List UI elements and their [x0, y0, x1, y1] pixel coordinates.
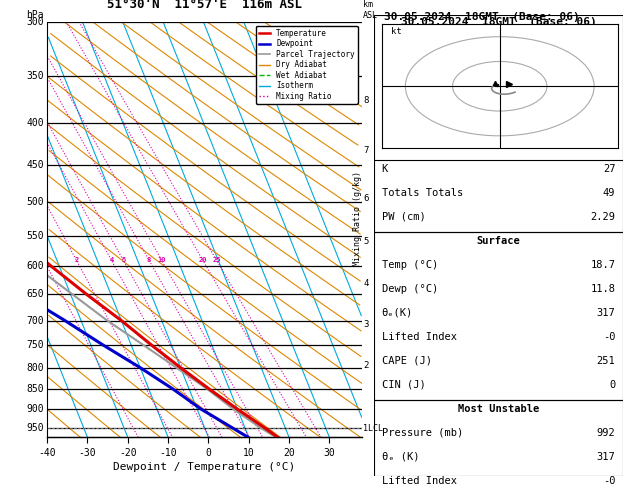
Text: -0: -0 [603, 476, 615, 486]
Text: 25: 25 [213, 257, 221, 263]
Text: 20: 20 [199, 257, 207, 263]
Text: 900: 900 [26, 404, 44, 414]
Text: 30.05.2024  18GMT  (Base: 06): 30.05.2024 18GMT (Base: 06) [401, 17, 596, 27]
Text: 2: 2 [74, 257, 79, 263]
Text: 10: 10 [157, 257, 166, 263]
Text: Lifted Index: Lifted Index [382, 332, 457, 342]
Text: 0: 0 [609, 380, 615, 390]
Text: 317: 317 [596, 308, 615, 318]
Text: km
ASL: km ASL [363, 0, 378, 20]
Text: 49: 49 [603, 188, 615, 198]
Text: Totals Totals: Totals Totals [382, 188, 463, 198]
Text: 700: 700 [26, 315, 44, 326]
Text: 600: 600 [26, 261, 44, 271]
Text: kt: kt [391, 27, 402, 36]
Text: 2.29: 2.29 [590, 212, 615, 222]
Text: 750: 750 [26, 340, 44, 350]
Text: Lifted Index: Lifted Index [382, 476, 457, 486]
Text: CAPE (J): CAPE (J) [382, 356, 431, 366]
Text: 8: 8 [363, 96, 369, 105]
Text: 1LCL: 1LCL [363, 424, 383, 433]
Text: 500: 500 [26, 197, 44, 207]
Text: Mixing Ratio (g/kg): Mixing Ratio (g/kg) [353, 171, 362, 266]
X-axis label: Dewpoint / Temperature (°C): Dewpoint / Temperature (°C) [113, 462, 296, 472]
Text: 2: 2 [363, 361, 369, 370]
Text: 8: 8 [147, 257, 151, 263]
Text: 3: 3 [363, 320, 369, 329]
Text: Surface: Surface [477, 236, 520, 246]
Text: 650: 650 [26, 290, 44, 299]
Text: 800: 800 [26, 363, 44, 373]
Text: θₑ (K): θₑ (K) [382, 452, 419, 462]
Text: 850: 850 [26, 384, 44, 394]
Text: 550: 550 [26, 230, 44, 241]
Text: 5: 5 [121, 257, 125, 263]
Text: 4: 4 [363, 279, 369, 288]
Text: 992: 992 [596, 428, 615, 438]
Text: 27: 27 [603, 164, 615, 174]
Text: 950: 950 [26, 423, 44, 433]
Text: 6: 6 [363, 194, 369, 203]
Text: -0: -0 [603, 332, 615, 342]
Text: hPa: hPa [26, 10, 44, 20]
Text: 5: 5 [363, 238, 369, 246]
Text: 7: 7 [363, 146, 369, 155]
Text: 317: 317 [596, 452, 615, 462]
Text: 18.7: 18.7 [590, 260, 615, 270]
Text: 51°30'N  11°57'E  116m ASL: 51°30'N 11°57'E 116m ASL [107, 0, 302, 12]
Text: PW (cm): PW (cm) [382, 212, 425, 222]
Text: CIN (J): CIN (J) [382, 380, 425, 390]
Legend: Temperature, Dewpoint, Parcel Trajectory, Dry Adiabat, Wet Adiabat, Isotherm, Mi: Temperature, Dewpoint, Parcel Trajectory… [255, 26, 358, 104]
Text: 300: 300 [26, 17, 44, 27]
Text: Temp (°C): Temp (°C) [382, 260, 438, 270]
Text: Most Unstable: Most Unstable [458, 404, 539, 414]
Text: 11.8: 11.8 [590, 284, 615, 294]
Text: 30.05.2024  18GMT  (Base: 06): 30.05.2024 18GMT (Base: 06) [384, 12, 579, 22]
Text: 450: 450 [26, 160, 44, 170]
Text: θₑ(K): θₑ(K) [382, 308, 413, 318]
Text: 400: 400 [26, 118, 44, 128]
Text: 350: 350 [26, 71, 44, 81]
Text: 4: 4 [109, 257, 114, 263]
Text: Dewp (°C): Dewp (°C) [382, 284, 438, 294]
Text: Pressure (mb): Pressure (mb) [382, 428, 463, 438]
Text: 251: 251 [596, 356, 615, 366]
Text: K: K [382, 164, 388, 174]
